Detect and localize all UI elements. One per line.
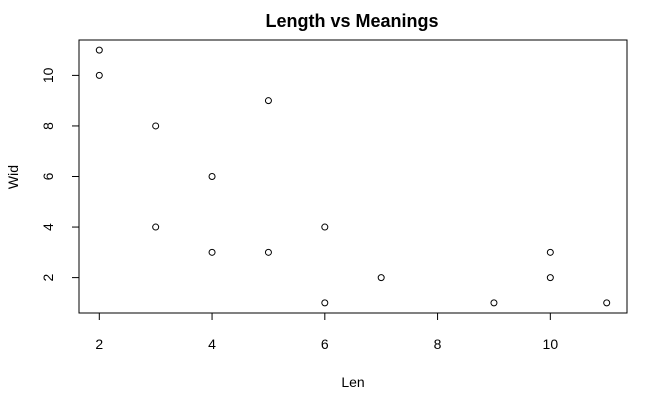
data-point [490,299,498,307]
y-tick-label: 4 [40,223,56,231]
y-tick-label: 2 [40,274,56,282]
data-point [603,299,611,307]
data-point [377,274,385,282]
data-point [95,71,103,79]
data-point [546,274,554,282]
chart-title: Length vs Meanings [265,11,438,31]
x-axis: 2 4 6 8 10 [95,312,559,352]
x-tick-label: 8 [434,336,442,352]
data-points [95,46,611,307]
data-point [152,223,160,231]
data-point [208,248,216,256]
data-point [321,299,329,307]
x-tick-label: 10 [543,336,559,352]
x-tick-label: 4 [208,336,216,352]
data-point [546,248,554,256]
data-point [152,122,160,130]
y-tick-label: 6 [40,172,56,180]
y-axis-label: Wid [5,165,21,189]
y-tick-label: 8 [40,122,56,130]
x-tick-label: 2 [95,336,103,352]
x-axis-label: Len [341,374,364,390]
data-point [264,97,272,105]
data-point [321,223,329,231]
plot-frame [78,39,628,314]
y-tick-label: 10 [40,67,56,83]
y-axis: 2 4 6 8 10 [40,67,80,282]
x-tick-label: 6 [321,336,329,352]
data-point [95,46,103,54]
data-point [208,173,216,180]
data-point [264,248,272,256]
